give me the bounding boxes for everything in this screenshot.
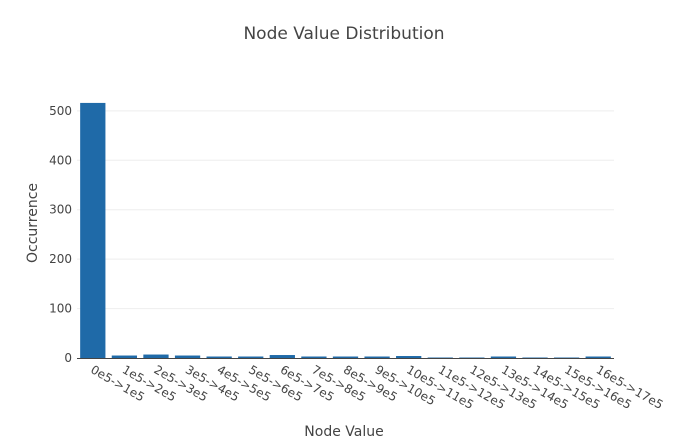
bar[interactable] [143,354,169,358]
x-tick-labels: 0e5->1e51e5->2e52e5->3e53e5->4e54e5->5e5… [88,362,665,412]
bars [80,102,611,359]
bar[interactable] [364,356,390,358]
y-tick-label: 200 [49,252,72,266]
bar[interactable] [111,355,138,358]
y-axis-title: Occurrence [25,183,41,263]
gridlines [77,110,614,310]
bar[interactable] [396,356,422,358]
bar[interactable] [174,355,201,358]
x-axis-title: Node Value [304,424,383,439]
chart-title: Node Value Distribution [243,24,444,44]
y-tick-label: 300 [49,203,72,217]
bar[interactable] [80,102,106,359]
bar[interactable] [206,356,232,358]
bar[interactable] [301,356,327,358]
bar[interactable] [238,356,264,358]
y-tick-labels: 0 100 200 300 400 500 [49,104,72,365]
bar[interactable] [332,356,359,358]
y-tick-label: 100 [49,302,72,316]
y-tick-label: 0 [64,351,72,365]
y-tick-label: 400 [49,153,72,167]
bar[interactable] [490,356,517,358]
bar[interactable] [269,355,295,358]
bar[interactable] [585,356,611,358]
y-tick-label: 500 [49,104,72,118]
